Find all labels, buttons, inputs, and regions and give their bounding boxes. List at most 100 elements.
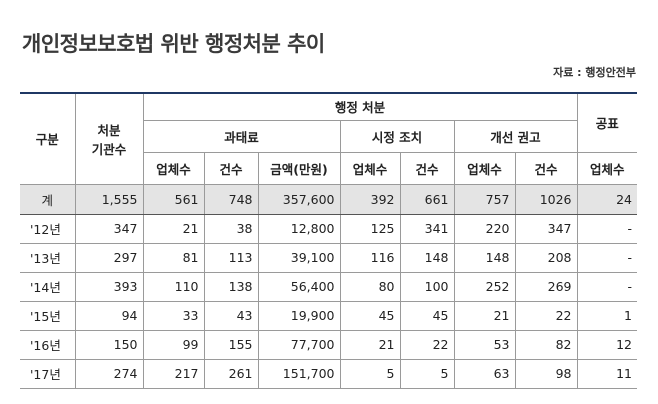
header-cell: 개선 권고 bbox=[453, 119, 578, 153]
table-cell: - bbox=[576, 213, 637, 244]
header-line: 기관수 bbox=[91, 141, 127, 157]
table-cell: 347 bbox=[514, 213, 578, 244]
table-cell: 148 bbox=[453, 242, 516, 273]
table-cell: 21 bbox=[453, 300, 516, 331]
source: 자료 : 행정안전부 bbox=[553, 66, 636, 79]
table-cell: 94 bbox=[74, 300, 144, 331]
table-cell: 138 bbox=[203, 271, 259, 302]
header-cell: 건수 bbox=[399, 151, 455, 185]
table-cell: 45 bbox=[399, 300, 455, 331]
table-row: '16년 150 99 155 77,700 21 22 53 82 12 bbox=[20, 329, 637, 360]
table-cell: 24 bbox=[576, 183, 637, 215]
table-cell: 561 bbox=[142, 183, 205, 215]
table-cell: 98 bbox=[514, 358, 578, 389]
table-header: 구분 처분 기관수 행정 처분 공표 과태료 시정 조치 개선 권고 업체수 건수 금… bbox=[20, 92, 637, 185]
table-cell: 21 bbox=[339, 329, 401, 360]
table-row: '13년 297 81 113 39,100 116 148 148 208- bbox=[20, 242, 637, 273]
table-cell: 100 bbox=[399, 271, 455, 302]
header-cell: 구분 bbox=[20, 92, 76, 185]
table-cell: 53 bbox=[453, 329, 516, 360]
table-cell: 116 bbox=[339, 242, 401, 273]
header-cell: 업체수 bbox=[576, 151, 637, 185]
header-line: 처분 bbox=[97, 122, 121, 138]
table-row: 계 1,555 561 748 357,600 392 661 757 1026 24 bbox=[20, 183, 637, 215]
table-cell: 347 bbox=[74, 213, 144, 244]
table-cell: 208 bbox=[514, 242, 578, 273]
row-label: '13년 bbox=[20, 242, 76, 273]
table-cell: 81 bbox=[142, 242, 205, 273]
table-cell: 392 bbox=[339, 183, 401, 215]
table-cell: 45 bbox=[339, 300, 401, 331]
table-cell: 5 bbox=[339, 358, 401, 389]
header-cell: 공표 bbox=[576, 92, 637, 153]
table-cell: 77,700 bbox=[257, 329, 341, 360]
table-cell: 22 bbox=[514, 300, 578, 331]
table-cell: 748 bbox=[203, 183, 259, 215]
header-cell: 업체수 bbox=[339, 151, 401, 185]
table-row: '15년 94 33 43 19,900 45 45 21 22 1 bbox=[20, 300, 637, 331]
header-cell: 건수 bbox=[203, 151, 259, 185]
table-cell: 99 bbox=[142, 329, 205, 360]
table-cell: 110 bbox=[142, 271, 205, 302]
table-cell: 341 bbox=[399, 213, 455, 244]
table-cell: 1 bbox=[576, 300, 637, 331]
table-row: '17년 274 217 261 151,700 5 5 63 98 11 bbox=[20, 358, 637, 389]
table-cell: 155 bbox=[203, 329, 259, 360]
table-cell: 80 bbox=[339, 271, 401, 302]
header-cell: 행정 처분 bbox=[142, 92, 578, 121]
header-cell: 과태료 bbox=[143, 119, 341, 153]
table-row: '14년 393 110 138 56,400 80 100 252 269- bbox=[20, 271, 637, 302]
table: 구분 처분 기관수 행정 처분 공표 과태료 시정 조치 개선 권고 업체수 건수 금… bbox=[20, 92, 637, 389]
table-cell: 269 bbox=[514, 271, 578, 302]
row-label: '15년 bbox=[20, 300, 76, 331]
table-cell: 274 bbox=[74, 358, 144, 389]
table-cell: 125 bbox=[339, 213, 401, 244]
table-cell: - bbox=[576, 271, 637, 302]
table-cell: 39,100 bbox=[257, 242, 341, 273]
row-label: '17년 bbox=[20, 358, 76, 389]
table-cell: 757 bbox=[453, 183, 516, 215]
table-cell: 393 bbox=[74, 271, 144, 302]
table-cell: 220 bbox=[453, 213, 516, 244]
table-cell: 38 bbox=[203, 213, 259, 244]
table-cell: 33 bbox=[142, 300, 205, 331]
table-cell: - bbox=[576, 242, 637, 273]
table-cell: 150 bbox=[74, 329, 144, 360]
table-cell: 148 bbox=[399, 242, 455, 273]
table-body: 계 1,555 561 748 357,600 392 661 757 1026 24'12년 34… bbox=[20, 183, 637, 389]
table-cell: 11 bbox=[576, 358, 637, 389]
table-cell: 43 bbox=[203, 300, 259, 331]
header-cell: 업체수 bbox=[453, 151, 516, 185]
table-cell: 357,600 bbox=[257, 183, 341, 215]
row-label: '14년 bbox=[20, 271, 76, 302]
row-label: '12년 bbox=[20, 213, 76, 244]
table-cell: 12 bbox=[576, 329, 637, 360]
table-cell: 297 bbox=[74, 242, 144, 273]
header-row: 업체수 건수 금액(만원) 업체수 건수 업체수 건수 업체수 bbox=[20, 151, 637, 185]
table-cell: 63 bbox=[453, 358, 516, 389]
table-cell: 19,900 bbox=[257, 300, 341, 331]
table-row: '12년 347 21 38 12,800 125 341 220 347- bbox=[20, 213, 637, 244]
table-cell: 261 bbox=[203, 358, 259, 389]
table-cell: 1,555 bbox=[74, 183, 144, 215]
table-cell: 252 bbox=[453, 271, 516, 302]
row-label: '16년 bbox=[20, 329, 76, 360]
header-cell: 시정 조치 bbox=[339, 119, 455, 153]
header-cell: 건수 bbox=[514, 151, 578, 185]
row-label: 계 bbox=[20, 183, 76, 215]
table-cell: 82 bbox=[514, 329, 578, 360]
table-cell: 113 bbox=[203, 242, 259, 273]
header-cell: 금액(만원) bbox=[257, 151, 341, 185]
table-cell: 1026 bbox=[514, 183, 578, 215]
table-cell: 56,400 bbox=[257, 271, 341, 302]
table-cell: 151,700 bbox=[257, 358, 341, 389]
table-cell: 22 bbox=[399, 329, 455, 360]
header-cell: 업체수 bbox=[143, 151, 205, 185]
table-cell: 5 bbox=[399, 358, 455, 389]
table-cell: 21 bbox=[142, 213, 205, 244]
table-cell: 217 bbox=[142, 358, 205, 389]
table-cell: 12,800 bbox=[257, 213, 341, 244]
